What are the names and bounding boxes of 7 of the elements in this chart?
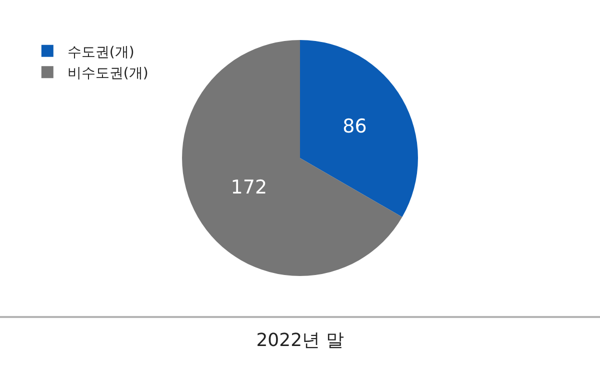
- pie-slice: [182, 40, 402, 276]
- legend-label: 비수도권(개): [67, 66, 148, 82]
- data-label: 86: [342, 115, 367, 138]
- legend-label: 수도권(개): [67, 44, 134, 60]
- pie-slice: [300, 40, 418, 217]
- text: 2022년 말: [0, 316, 600, 352]
- data-label: 172: [230, 176, 268, 198]
